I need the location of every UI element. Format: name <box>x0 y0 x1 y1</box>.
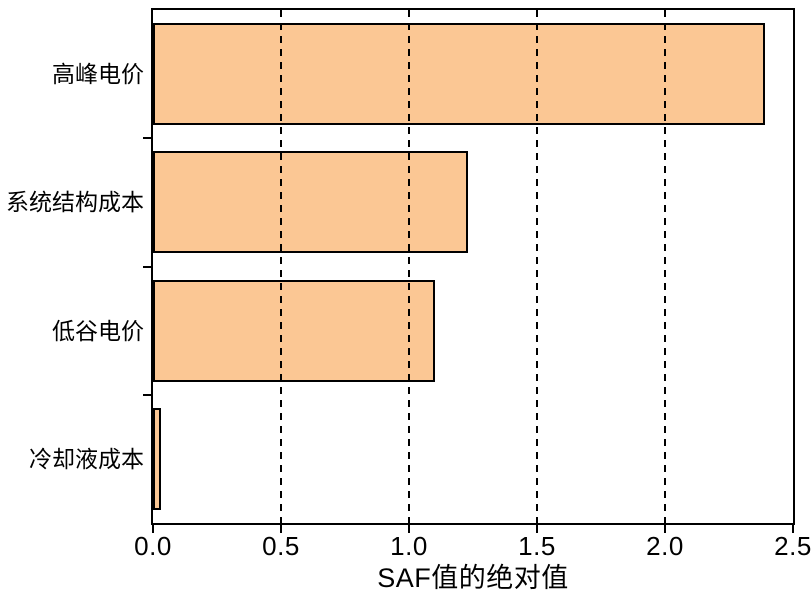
x-tick <box>280 525 282 533</box>
gridline <box>664 10 666 523</box>
bar <box>153 407 161 510</box>
gridline <box>408 10 410 523</box>
x-tick-label: 1.0 <box>390 531 428 561</box>
x-tick-label: 2.0 <box>646 531 684 561</box>
y-tick <box>143 137 151 140</box>
category-label: 高峰电价 <box>52 61 144 88</box>
x-tick-label: 1.5 <box>518 531 556 561</box>
x-axis-title: SAF值的绝对值 <box>377 563 569 593</box>
x-tick <box>664 525 666 533</box>
category-label: 低谷电价 <box>52 317 144 344</box>
x-tick <box>408 525 410 533</box>
gridline <box>280 10 282 523</box>
y-tick <box>143 393 151 396</box>
x-tick <box>152 525 154 533</box>
y-tick <box>143 265 151 268</box>
bar <box>153 279 435 382</box>
x-tick-label: 0.5 <box>262 531 300 561</box>
x-tick-label: 0.0 <box>134 531 172 561</box>
x-tick <box>792 525 794 533</box>
bar <box>153 23 765 126</box>
x-tick-label: 2.5 <box>774 531 812 561</box>
x-tick <box>536 525 538 533</box>
category-label: 冷却液成本 <box>29 445 144 472</box>
gridline <box>536 10 538 523</box>
bar <box>153 151 468 254</box>
category-label: 系统结构成本 <box>6 189 144 216</box>
